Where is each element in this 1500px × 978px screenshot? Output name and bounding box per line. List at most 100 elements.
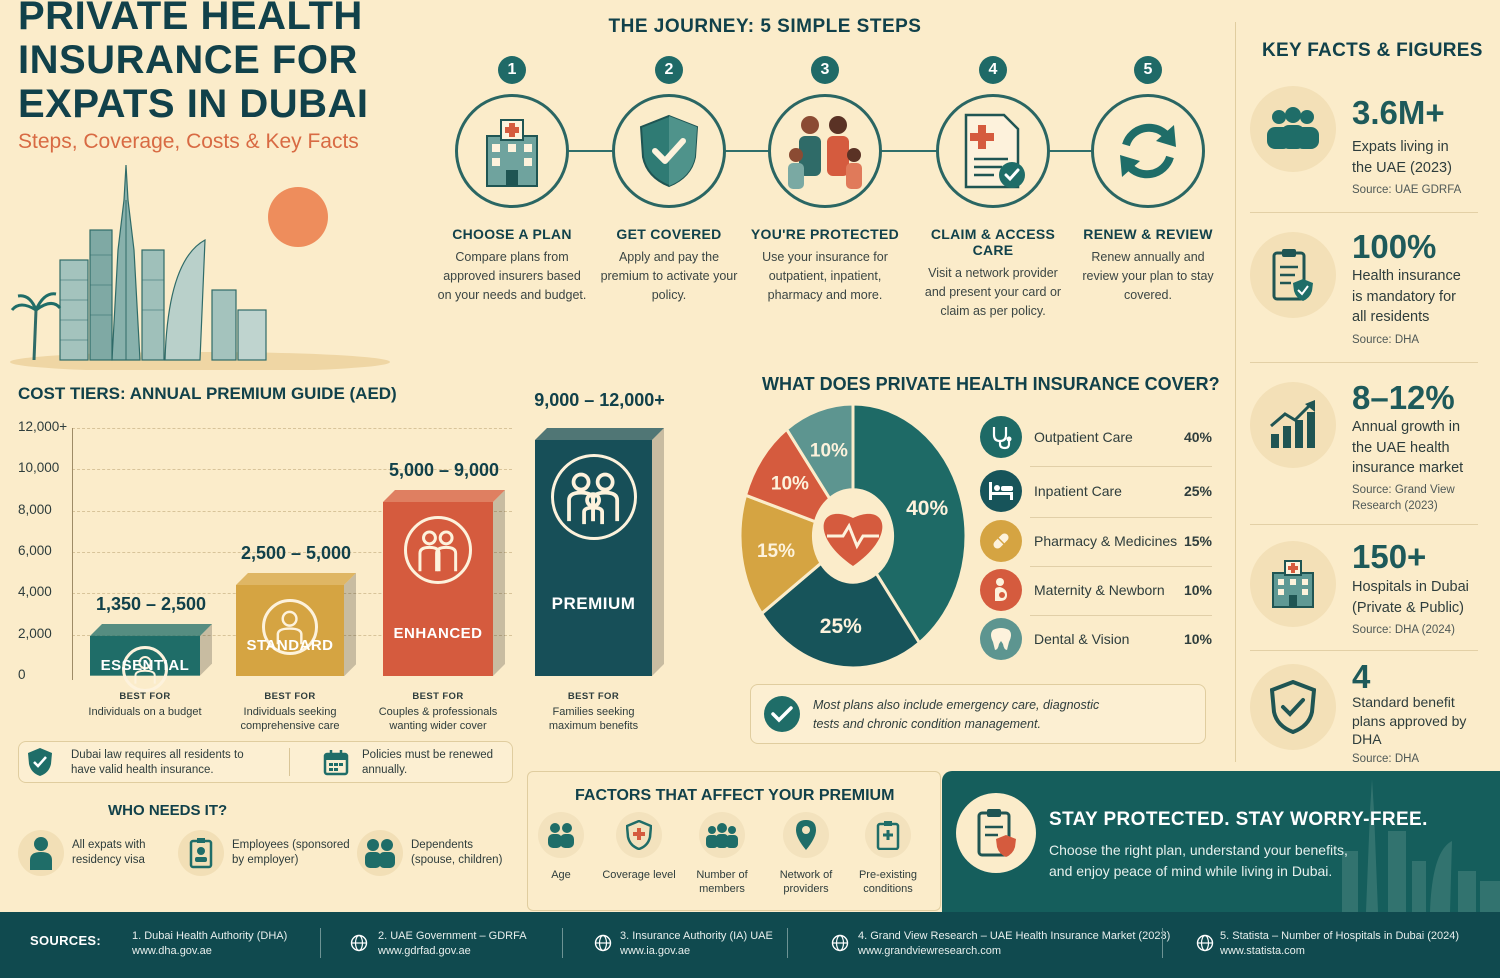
law-note-text: Dubai law requires all residents to have… [71, 749, 244, 776]
page-title: PRIVATE HEALTH INSURANCE FOR EXPATS IN D… [18, 0, 369, 126]
best-for-label: BEST FOR [119, 691, 171, 702]
coverage-percent: 10% [1183, 582, 1212, 598]
source-url[interactable]: www.grandviewresearch.com [858, 945, 1002, 957]
tier-range-label: 1,350 – 2,500 [95, 594, 207, 615]
tier-range-label: 5,000 – 9,000 [388, 460, 500, 480]
sun-icon [268, 187, 328, 247]
tier-name: STANDARD [246, 636, 334, 654]
coverage-label: Inpatient Care [1034, 483, 1122, 499]
members-icon [699, 812, 745, 858]
fact-description: Expats living in the UAE (2023) [1352, 139, 1452, 176]
step-number: 1 [498, 56, 526, 84]
factor-label: Age [551, 869, 571, 881]
divider [1250, 212, 1478, 213]
coverage-percent: 40% [1183, 429, 1212, 445]
best-for-text: Individuals seeking comprehensive care [240, 705, 340, 733]
who-item-dependents: Dependents (spouse, children) [357, 830, 511, 876]
slice-label: 15% [757, 541, 795, 562]
step-title: CHOOSE A PLAN [452, 226, 572, 242]
couple-icon [404, 516, 472, 584]
step-title: CLAIM & ACCESS CARE [930, 226, 1056, 258]
tier-best-for: BEST FOR Couples & professionals wanting … [373, 690, 503, 734]
fact-description: Hospitals in Dubai (Private & Public) [1352, 579, 1469, 616]
divider [289, 748, 290, 776]
y-tick-label: 0 [18, 667, 26, 682]
fact-source: Source: UAE GDRFA [1352, 184, 1462, 196]
fact-description: Health insurance is mandatory for all re… [1352, 268, 1461, 325]
factor-label: Number of members [696, 869, 748, 895]
source-url[interactable]: www.dha.gov.ae [132, 945, 212, 957]
globe-icon [350, 934, 368, 952]
divider [1235, 22, 1236, 762]
source-name: 1. Dubai Health Authority (DHA) [132, 930, 288, 942]
source-name: 2. UAE Government – GDRFA [378, 930, 527, 942]
journey-step-1: 1 CHOOSE A PLAN Compare plans from appro… [437, 56, 587, 305]
factor-label: Network of providers [779, 869, 833, 895]
divider [1250, 650, 1478, 651]
step-description: Renew annually and review your plan to s… [1082, 250, 1214, 302]
tier-best-for: BEST FOR Individuals on a budget [80, 690, 210, 719]
factor-label: Pre-existing conditions [858, 869, 918, 895]
tier-name: ENHANCED [393, 625, 483, 642]
step-title: GET COVERED [616, 226, 722, 242]
people-group-icon [1250, 86, 1336, 172]
step-number: 4 [979, 56, 1007, 84]
who-item-label: Dependents (spouse, children) [411, 839, 503, 866]
donut-slice [784, 404, 855, 501]
source-url[interactable]: www.ia.gov.ae [620, 945, 691, 957]
source-url[interactable]: www.gdrfad.gov.ae [378, 945, 471, 957]
coverage-row-maternity: Maternity & Newborn 10% [980, 566, 1212, 614]
bar-premium: PREMIUM [535, 428, 664, 676]
donut-slice [851, 404, 968, 646]
source-item[interactable]: 5. Statista – Number of Hospitals in Dub… [1196, 929, 1459, 959]
factor-members: Number of members [682, 812, 762, 896]
step-title: RENEW & REVIEW [1083, 226, 1213, 242]
person-icon [262, 598, 318, 655]
source-item[interactable]: 3. Insurance Authority (IA) UAE www.ia.go… [594, 929, 773, 959]
tier-range-label: 2,500 – 5,000 [240, 542, 352, 563]
fact-description: Standard benefit plans approved by DHA [1352, 694, 1467, 747]
check-circle-icon [764, 696, 800, 732]
journey-step-5: 5 RENEW & REVIEW Renew annually and revi… [1073, 56, 1223, 305]
source-item[interactable]: 4. Grand View Research – UAE Health Insu… [831, 929, 1170, 959]
y-tick-label: 6,000 [18, 543, 52, 558]
y-tick-label: 8,000 [18, 501, 52, 517]
donut-slice [759, 560, 922, 668]
coverage-row-outpatient: Outpatient Care 40% [980, 413, 1212, 461]
y-tick-label: 10,000 [18, 460, 60, 476]
grid-line [72, 469, 512, 471]
who-item-label: Employees (sponsored by employer) [232, 839, 350, 866]
source-url[interactable]: www.statista.com [1220, 945, 1305, 957]
step-title: YOU'RE PROTECTED [750, 226, 900, 242]
tier-range-label: 9,000 – 12,000+ [534, 390, 665, 410]
donut-slice [740, 493, 823, 616]
who-needs-it-title: WHO NEEDS IT? [108, 802, 228, 819]
source-item[interactable]: 2. UAE Government – GDRFA www.gdrfad.gov.… [350, 929, 527, 959]
coverage-row-dental: Dental & Vision 10% [980, 615, 1212, 663]
factors-title: FACTORS THAT AFFECT YOUR PREMIUM [575, 787, 895, 804]
step-number: 2 [655, 56, 683, 84]
source-item[interactable]: 1. Dubai Health Authority (DHA) www.dha.g… [132, 929, 287, 959]
divider [1030, 517, 1212, 518]
divider [1162, 928, 1163, 958]
y-tick-label: 2,000 [18, 625, 52, 641]
divider [1030, 615, 1212, 616]
growth-chart-icon [1250, 382, 1336, 468]
tier-name: ESSENTIAL [100, 656, 190, 674]
renew-arrows-icon [1091, 94, 1205, 208]
factor-age: Age [521, 812, 601, 882]
fact-source: Source: DHA (2024) [1352, 624, 1455, 636]
fact-value: 150+ [1352, 538, 1427, 575]
step-description: Visit a network provider and present you… [924, 266, 1062, 318]
sources-footer [0, 912, 1500, 978]
shield-check-icon [612, 94, 726, 208]
fact-value: 3.6M+ [1352, 94, 1445, 131]
shield-check-icon [28, 748, 52, 776]
coverage-shield-icon [616, 812, 662, 858]
best-for-label: BEST FOR [264, 691, 316, 702]
bar-enhanced: ENHANCED [383, 490, 505, 676]
bar-standard: STANDARD [236, 572, 356, 676]
divider [1030, 566, 1212, 567]
best-for-text: Couples & professionals wanting wider co… [378, 705, 498, 733]
medical-record-icon [865, 812, 911, 858]
